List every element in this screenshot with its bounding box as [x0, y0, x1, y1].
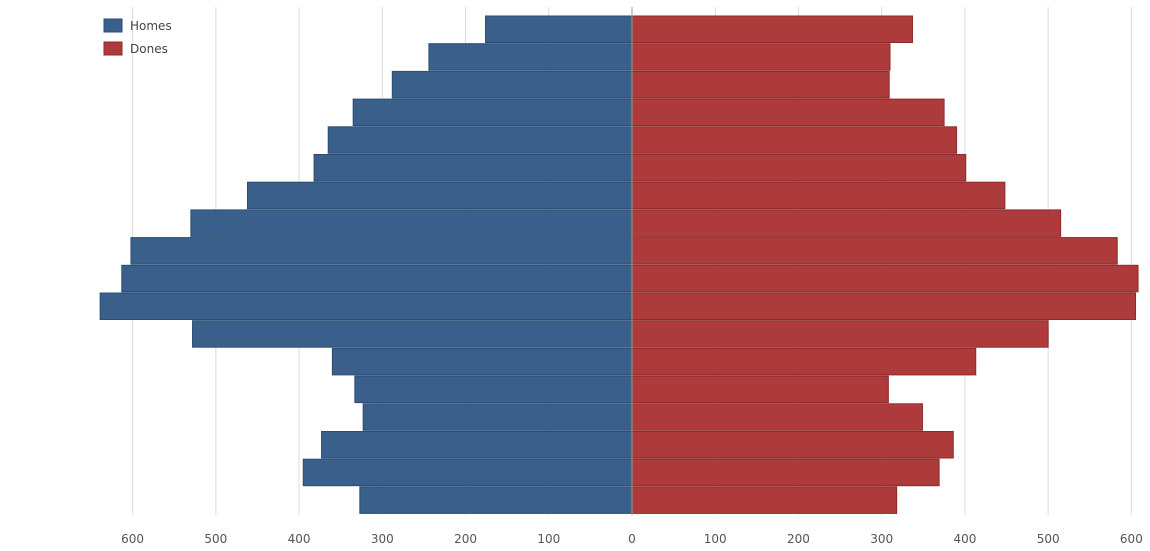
legend: Homes Dones — [103, 18, 172, 56]
x-tick-label: 200 — [454, 532, 477, 546]
x-tick-label: 500 — [1037, 532, 1060, 546]
x-tick-label: 400 — [288, 532, 311, 546]
bar-dones[interactable] — [631, 237, 1118, 265]
bar-homes[interactable] — [327, 126, 633, 154]
x-tick-label: 500 — [204, 532, 227, 546]
bar-dones[interactable] — [631, 431, 954, 459]
bar-homes[interactable] — [246, 181, 633, 210]
bar-dones[interactable] — [631, 154, 967, 182]
bar-homes[interactable] — [428, 43, 633, 71]
bar-dones[interactable] — [631, 209, 1062, 237]
bar-homes[interactable] — [354, 375, 633, 404]
bar-dones[interactable] — [631, 486, 898, 514]
bar-homes[interactable] — [190, 209, 633, 237]
bar-homes[interactable] — [391, 70, 633, 99]
bar-homes[interactable] — [359, 486, 633, 514]
bar-homes[interactable] — [321, 431, 633, 459]
bar-dones[interactable] — [631, 126, 958, 154]
bar-homes[interactable] — [331, 347, 633, 376]
bar-dones[interactable] — [631, 98, 945, 127]
homes-series-bars — [99, 15, 633, 514]
bar-homes[interactable] — [121, 264, 633, 293]
bar-homes[interactable] — [485, 15, 633, 43]
bar-dones[interactable] — [631, 320, 1049, 348]
bar-homes[interactable] — [352, 98, 633, 127]
legend-item-dones[interactable]: Dones — [103, 41, 168, 56]
bar-homes[interactable] — [130, 237, 633, 265]
legend-item-homes[interactable]: Homes — [103, 18, 172, 33]
x-tick-label: 300 — [371, 532, 394, 546]
bar-dones[interactable] — [631, 375, 889, 404]
bar-homes[interactable] — [313, 154, 633, 182]
bar-homes[interactable] — [192, 320, 633, 348]
x-tick-label: 100 — [704, 532, 727, 546]
bar-dones[interactable] — [631, 292, 1137, 320]
x-tick-label: 200 — [787, 532, 810, 546]
x-tick-label: 0 — [628, 532, 636, 546]
dones-series-bars — [631, 15, 1139, 514]
legend-swatch-homes — [103, 18, 123, 33]
x-tick-label: 400 — [953, 532, 976, 546]
bar-dones[interactable] — [631, 43, 891, 71]
bar-dones[interactable] — [631, 458, 940, 487]
bar-homes[interactable] — [362, 403, 633, 431]
x-tick-label: 600 — [121, 532, 144, 546]
x-axis-tick-labels: 600 500 400 300 200 100 0 100 200 300 400 500 600 — [121, 532, 1143, 546]
bar-dones[interactable] — [631, 181, 1006, 210]
x-tick-label: 100 — [537, 532, 560, 546]
bar-dones[interactable] — [631, 264, 1139, 293]
bar-dones[interactable] — [631, 347, 977, 376]
bar-dones[interactable] — [631, 15, 913, 43]
legend-swatch-dones — [103, 41, 123, 56]
x-tick-label: 600 — [1120, 532, 1143, 546]
bar-dones[interactable] — [631, 70, 890, 99]
x-tick-label: 300 — [870, 532, 893, 546]
legend-label-dones: Dones — [130, 42, 168, 56]
legend-label-homes: Homes — [130, 19, 172, 33]
bar-dones[interactable] — [631, 403, 923, 431]
bar-homes[interactable] — [99, 292, 633, 320]
bar-homes[interactable] — [302, 458, 633, 487]
